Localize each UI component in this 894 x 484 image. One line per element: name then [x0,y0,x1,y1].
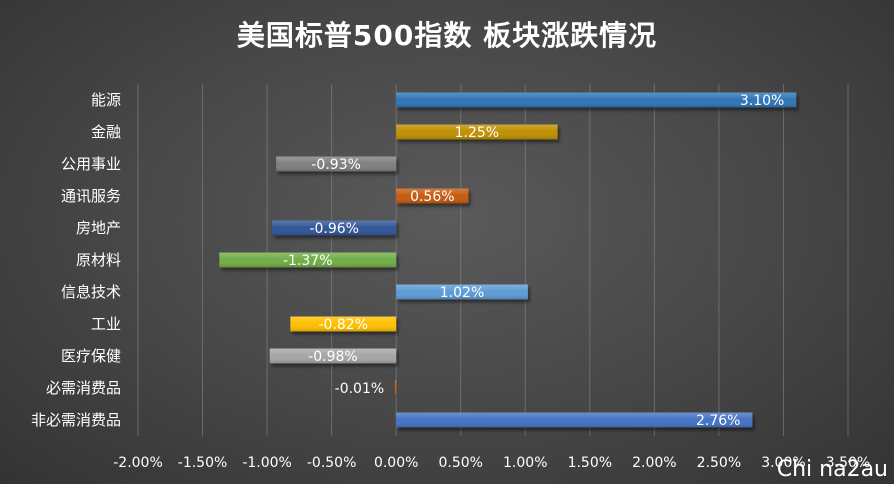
data-label: 1.25% [455,125,499,141]
category-label: 非必需消费品 [31,411,121,429]
bar-sheen [290,316,397,332]
bar-sheen [396,284,528,300]
category-label: 信息技术 [61,283,121,301]
data-label: -0.96% [309,221,359,237]
data-label: 1.02% [440,285,484,301]
bar-sheen [276,156,397,172]
category-label: 金融 [91,123,121,141]
data-label: -0.01% [335,381,385,397]
chart-title: 美国标普500指数 板块涨跌情况 [236,19,658,52]
x-tick-label: -1.00% [242,455,292,471]
bar-sheen [394,380,397,396]
data-labels: 3.10% 1.25% -0.93% 0.56% -0.96% -1.37% 1.02% -0… [283,93,784,429]
bar-sheen [269,348,397,364]
bar-sheen [396,92,797,108]
category-label: 通讯服务 [61,187,121,205]
category-label: 必需消费品 [46,379,121,397]
x-tick-label: 2.50% [697,455,741,471]
data-label: -0.93% [311,157,361,173]
bar-sheen [396,124,558,140]
data-label: -1.37% [283,253,333,269]
category-label: 工业 [91,315,121,333]
x-axis-tick-labels: -2.00% -1.50% -1.00% -0.50% 0.00% 0.50% 1.00% 1… [113,455,870,471]
x-tick-label: -2.00% [113,455,163,471]
x-tick-label: 1.00% [503,455,547,471]
category-label: 公用事业 [61,155,121,173]
data-label: 0.56% [410,189,454,205]
x-tick-label: 3.50% [826,455,870,471]
bar-sheen [396,188,469,204]
bar-sheen [272,220,397,236]
bars [219,92,797,428]
category-label: 原材料 [76,251,121,269]
bar-sheen [396,412,753,428]
x-tick-label: 1.50% [568,455,612,471]
x-tick-label: -1.50% [178,455,228,471]
data-label: -0.82% [318,317,368,333]
category-label: 房地产 [76,219,121,237]
x-tick-label: 2.00% [632,455,676,471]
category-label: 医疗保健 [61,347,121,365]
bar-sheen [219,252,397,268]
data-label: 2.76% [696,413,740,429]
x-tick-label: 0.00% [374,455,418,471]
x-tick-label: 3.00% [761,455,805,471]
watermark-text: Chi na2au [776,457,888,482]
category-label: 能源 [91,91,121,109]
data-label: 3.10% [740,93,784,109]
x-tick-label: -0.50% [307,455,357,471]
data-label: -0.98% [308,349,358,365]
x-tick-label: 0.50% [438,455,482,471]
